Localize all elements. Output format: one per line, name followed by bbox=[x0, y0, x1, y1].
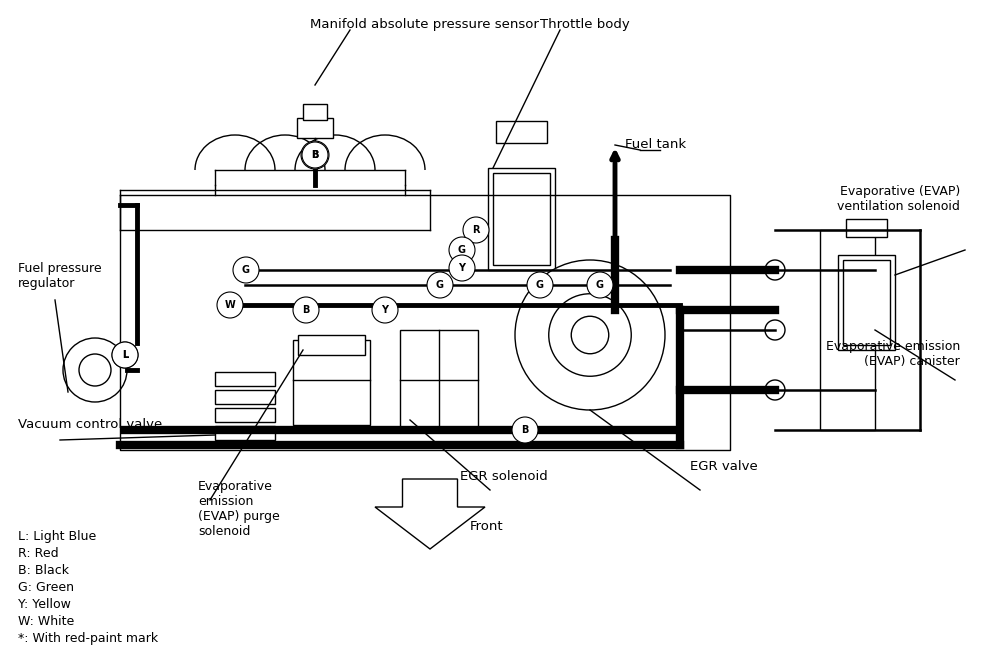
Circle shape bbox=[217, 292, 243, 318]
Text: Fuel pressure
regulator: Fuel pressure regulator bbox=[18, 262, 102, 290]
Bar bbox=[488, 168, 555, 270]
Bar bbox=[215, 372, 275, 386]
Circle shape bbox=[233, 257, 259, 283]
Text: Evaporative (EVAP)
ventilation solenoid: Evaporative (EVAP) ventilation solenoid bbox=[837, 185, 960, 213]
Text: W: White: W: White bbox=[18, 615, 74, 628]
Bar bbox=[838, 255, 895, 350]
Text: B: B bbox=[311, 150, 319, 160]
Circle shape bbox=[463, 217, 489, 243]
Text: G: G bbox=[242, 265, 250, 275]
Text: *: With red-paint mark: *: With red-paint mark bbox=[18, 632, 158, 645]
Text: Front: Front bbox=[470, 520, 504, 533]
Bar bbox=[293, 340, 370, 425]
Circle shape bbox=[427, 272, 453, 298]
Text: EGR solenoid: EGR solenoid bbox=[460, 470, 548, 483]
Bar bbox=[496, 121, 547, 143]
Circle shape bbox=[293, 297, 319, 323]
Text: G: G bbox=[458, 245, 466, 255]
Circle shape bbox=[63, 338, 127, 402]
Text: G: Green: G: Green bbox=[18, 581, 74, 594]
Text: B: B bbox=[521, 425, 529, 435]
Text: L: Light Blue: L: Light Blue bbox=[18, 530, 96, 543]
Text: R: R bbox=[472, 225, 480, 235]
Polygon shape bbox=[375, 479, 485, 549]
Circle shape bbox=[765, 380, 785, 400]
Circle shape bbox=[112, 342, 138, 368]
Text: Y: Y bbox=[382, 305, 388, 315]
Circle shape bbox=[765, 320, 785, 340]
Circle shape bbox=[302, 142, 328, 168]
Bar bbox=[298, 335, 365, 355]
Text: R: Red: R: Red bbox=[18, 547, 59, 560]
Text: Evaporative
emission
(EVAP) purge
solenoid: Evaporative emission (EVAP) purge soleno… bbox=[198, 480, 280, 538]
Bar bbox=[400, 330, 478, 430]
Text: Manifold absolute pressure sensor: Manifold absolute pressure sensor bbox=[310, 18, 539, 31]
Text: Evaporative emission
(EVAP) canister: Evaporative emission (EVAP) canister bbox=[826, 340, 960, 368]
Circle shape bbox=[301, 141, 329, 169]
Text: Fuel tank: Fuel tank bbox=[625, 138, 686, 151]
Circle shape bbox=[515, 260, 665, 410]
Text: L: L bbox=[122, 350, 128, 360]
Circle shape bbox=[587, 272, 613, 298]
Bar bbox=[215, 426, 275, 440]
Text: Vacuum control valve: Vacuum control valve bbox=[18, 418, 162, 431]
Text: Throttle body: Throttle body bbox=[540, 18, 630, 31]
Text: L: L bbox=[122, 350, 128, 360]
Text: Y: Yellow: Y: Yellow bbox=[18, 598, 71, 611]
Text: B: Black: B: Black bbox=[18, 564, 69, 577]
Text: W: W bbox=[225, 300, 235, 310]
Bar bbox=[493, 173, 550, 265]
Circle shape bbox=[765, 260, 785, 280]
Bar bbox=[846, 219, 887, 237]
Circle shape bbox=[449, 255, 475, 281]
Bar bbox=[843, 260, 890, 345]
Circle shape bbox=[372, 297, 398, 323]
Bar bbox=[215, 390, 275, 404]
Bar bbox=[820, 230, 875, 430]
Circle shape bbox=[527, 272, 553, 298]
Bar bbox=[215, 408, 275, 422]
Bar bbox=[303, 104, 327, 120]
Text: G: G bbox=[436, 280, 444, 290]
Text: B: B bbox=[311, 150, 319, 160]
Bar bbox=[297, 118, 333, 138]
Text: B: B bbox=[302, 305, 310, 315]
Circle shape bbox=[512, 417, 538, 443]
Text: EGR valve: EGR valve bbox=[690, 460, 758, 473]
Circle shape bbox=[449, 237, 475, 263]
Text: G: G bbox=[536, 280, 544, 290]
Text: Y: Y bbox=[458, 263, 466, 273]
Bar bbox=[307, 153, 323, 163]
Circle shape bbox=[112, 342, 138, 368]
Text: G: G bbox=[596, 280, 604, 290]
